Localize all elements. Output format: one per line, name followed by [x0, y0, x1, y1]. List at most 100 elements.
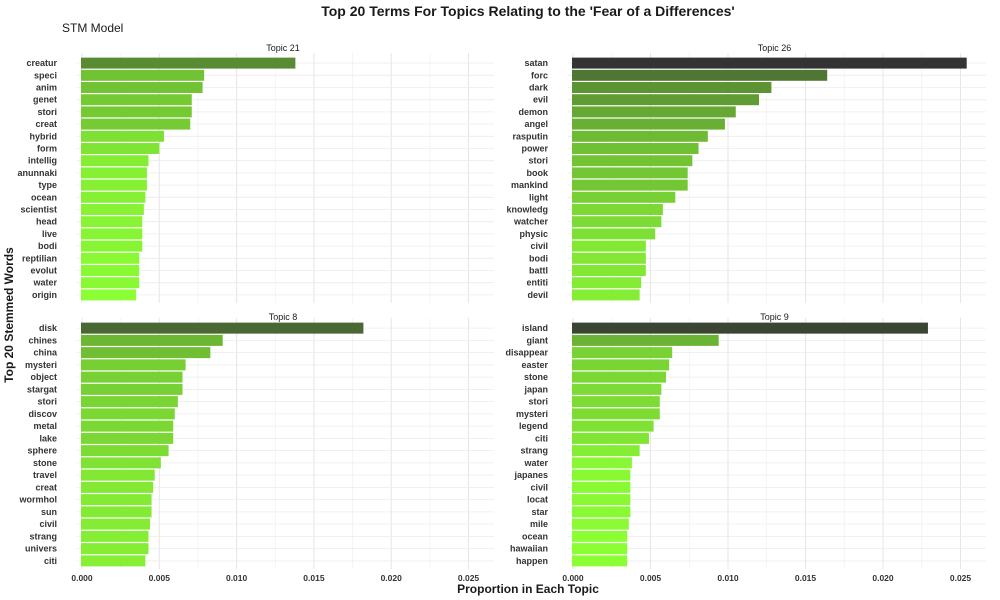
term-label: book — [527, 168, 549, 178]
term-label: strang — [520, 446, 548, 456]
term-label: island — [522, 323, 548, 333]
term-label: citi — [44, 556, 57, 566]
bar — [81, 216, 143, 228]
bar — [81, 396, 178, 408]
term-label: discov — [28, 409, 57, 419]
term-label: hybrid — [29, 131, 57, 141]
bar — [572, 94, 759, 106]
bar — [572, 371, 666, 383]
term-label: watcher — [513, 217, 549, 227]
term-label: demon — [518, 107, 548, 117]
term-label: legend — [519, 421, 548, 431]
term-label: strang — [29, 531, 57, 541]
term-label: disappear — [505, 348, 548, 358]
bar — [81, 555, 146, 567]
term-label: bodi — [38, 241, 57, 251]
bar — [572, 106, 736, 118]
bar — [572, 530, 628, 542]
bar — [572, 445, 640, 457]
term-label: mysteri — [516, 409, 548, 419]
term-label: univers — [25, 544, 57, 554]
term-label: speci — [34, 70, 57, 80]
panel-strip-title: Topic 21 — [266, 43, 300, 53]
term-label: object — [30, 372, 57, 382]
bar — [572, 228, 656, 240]
bar — [81, 179, 147, 191]
bar — [81, 334, 223, 346]
bar — [81, 322, 364, 334]
bar — [572, 82, 772, 93]
term-label: devil — [527, 290, 548, 300]
bar — [81, 457, 161, 469]
term-label: bodi — [529, 253, 548, 263]
term-label: creat — [35, 119, 57, 129]
term-label: scientist — [20, 205, 57, 215]
term-label: evolut — [30, 266, 57, 276]
bar — [81, 445, 169, 457]
bar — [81, 240, 143, 252]
term-label: head — [36, 217, 57, 227]
bar — [81, 69, 205, 81]
bar — [81, 155, 149, 167]
bar — [572, 494, 631, 506]
bar — [81, 228, 143, 240]
term-label: civil — [530, 241, 548, 251]
term-label: stori — [528, 397, 548, 407]
x-tick-label: 0.000 — [71, 573, 93, 583]
bar — [81, 130, 164, 142]
x-tick-label: 0.010 — [226, 573, 248, 583]
term-label: stori — [37, 107, 57, 117]
term-label: physic — [519, 229, 548, 239]
bar — [81, 481, 154, 493]
term-label: genet — [33, 95, 57, 105]
term-label: china — [33, 348, 58, 358]
term-label: civil — [39, 519, 57, 529]
term-label: star — [531, 507, 548, 517]
term-label: japanes — [513, 470, 548, 480]
term-label: japan — [523, 384, 548, 394]
bar — [572, 457, 632, 469]
term-label: metal — [33, 421, 57, 431]
term-label: giant — [527, 335, 549, 345]
term-label: locat — [527, 495, 548, 505]
bar — [572, 155, 693, 167]
term-label: reptilian — [22, 253, 57, 263]
term-label: civil — [530, 482, 548, 492]
bar — [81, 289, 137, 301]
bar — [81, 167, 147, 179]
bar — [81, 106, 192, 118]
bar — [572, 518, 629, 530]
term-label: anim — [36, 83, 57, 93]
bar — [572, 130, 708, 142]
term-label: ocean — [31, 192, 57, 202]
bar — [572, 265, 646, 276]
bar — [572, 289, 640, 301]
term-label: stone — [524, 372, 548, 382]
bar — [81, 359, 186, 371]
term-label: type — [38, 180, 57, 190]
term-label: knowledg — [506, 205, 548, 215]
term-label: chines — [28, 335, 57, 345]
term-label: mile — [530, 519, 548, 529]
term-label: evil — [533, 95, 548, 105]
bar — [81, 420, 174, 432]
bar — [81, 143, 160, 154]
bar — [81, 94, 192, 106]
term-label: stori — [528, 156, 548, 166]
term-label: water — [32, 278, 57, 288]
bar — [81, 432, 174, 444]
term-label: light — [529, 192, 548, 202]
term-label: ocean — [522, 531, 548, 541]
bar — [572, 543, 628, 555]
bar — [572, 506, 631, 518]
term-label: forc — [531, 70, 548, 80]
term-label: origin — [32, 290, 57, 300]
panel-strip-title: Topic 26 — [758, 43, 792, 53]
term-label: stargat — [27, 384, 57, 394]
chart-title: Top 20 Terms For Topics Relating to the … — [321, 3, 735, 19]
term-label: anunnaki — [17, 168, 57, 178]
term-label: satan — [524, 58, 548, 68]
term-label: lake — [39, 433, 57, 443]
bar — [572, 191, 676, 203]
bar — [572, 408, 660, 420]
